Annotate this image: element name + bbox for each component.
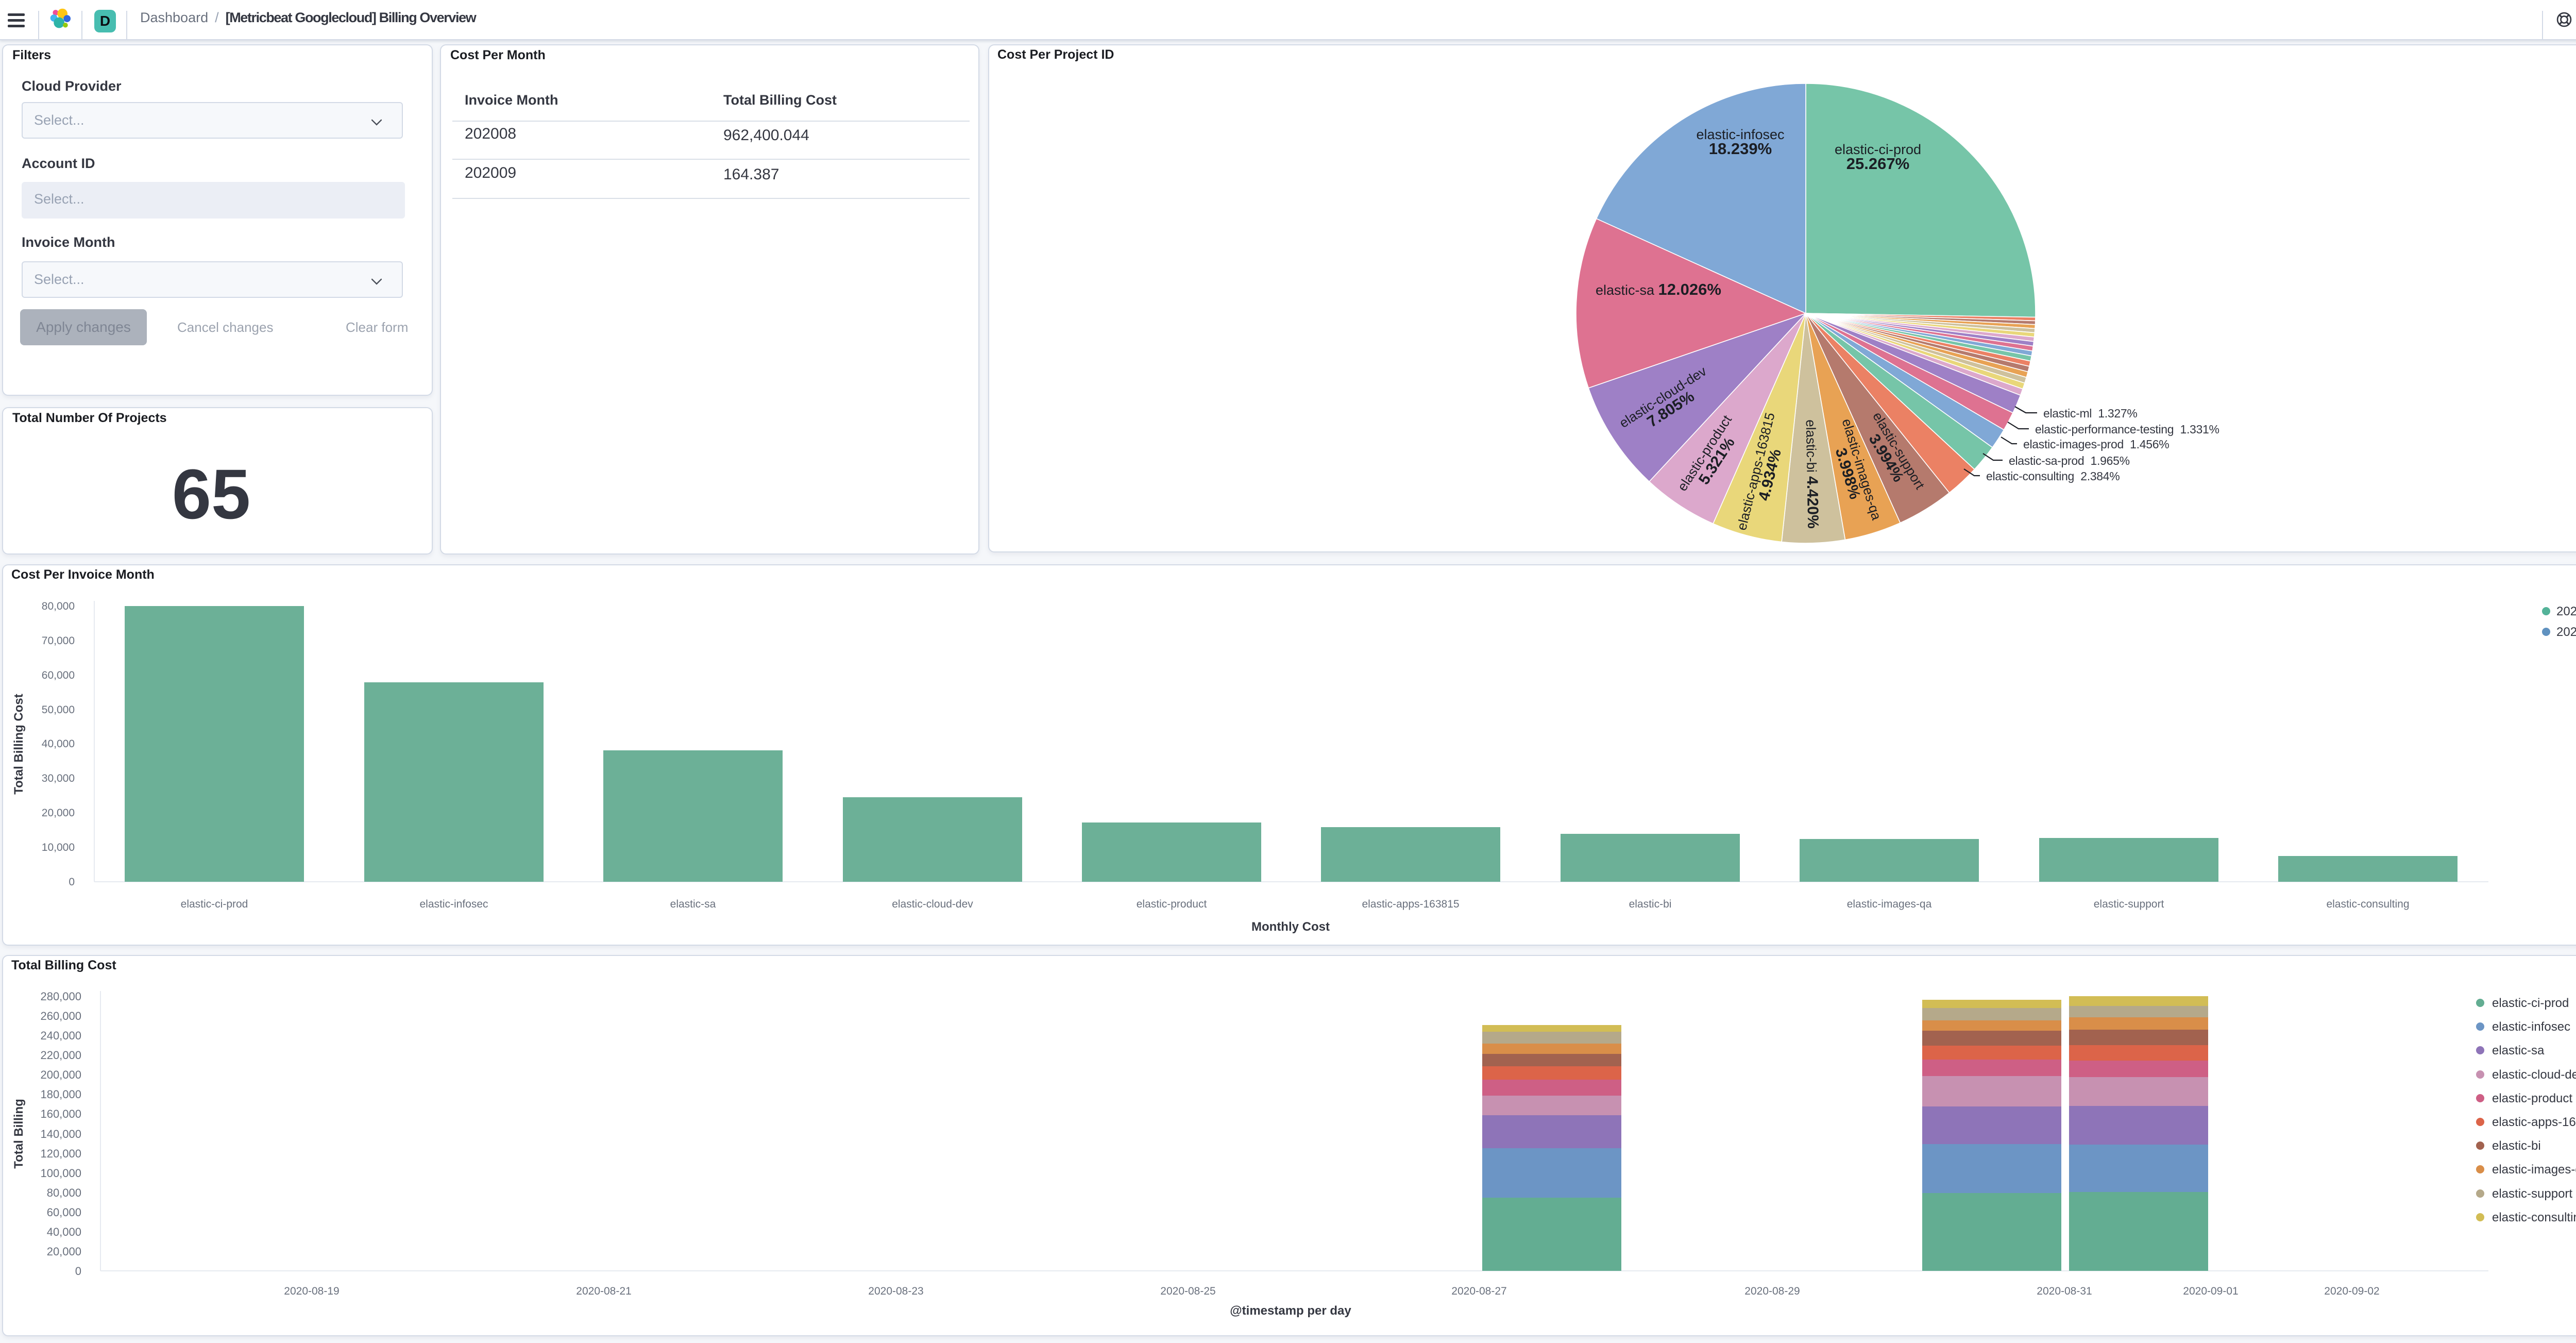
svg-text:elastic-infosec: elastic-infosec — [419, 898, 488, 910]
svg-text:20,000: 20,000 — [42, 807, 75, 819]
svg-text:elastic-product: elastic-product — [1137, 898, 1207, 910]
svg-text:160,000: 160,000 — [40, 1107, 81, 1120]
svg-text:elastic-bi: elastic-bi — [2492, 1139, 2541, 1153]
svg-text:260,000: 260,000 — [40, 1010, 81, 1022]
svg-text:18.239%: 18.239% — [1709, 140, 1772, 158]
svg-text:elastic-consulting 2.384%: elastic-consulting 2.384% — [1986, 469, 2120, 483]
svg-text:elastic-sa 12.026%: elastic-sa 12.026% — [1596, 280, 1721, 298]
svg-text:0: 0 — [75, 1265, 81, 1278]
svg-text:elastic-bi: elastic-bi — [1629, 898, 1672, 910]
svg-text:0: 0 — [69, 876, 75, 888]
svg-text:2020-08-29: 2020-08-29 — [1744, 1285, 1800, 1297]
svg-text:60,000: 60,000 — [42, 669, 75, 681]
svg-text:elastic-bi 4.420%: elastic-bi 4.420% — [1803, 419, 1822, 529]
svg-text:25.267%: 25.267% — [1846, 155, 1909, 173]
svg-text:80,000: 80,000 — [42, 600, 75, 612]
svg-text:40,000: 40,000 — [42, 738, 75, 750]
svg-text:elastic-infosec: elastic-infosec — [2492, 1020, 2570, 1034]
svg-text:elastic-images-prod 1.456%: elastic-images-prod 1.456% — [2023, 438, 2169, 451]
svg-text:elastic-product: elastic-product — [2492, 1092, 2572, 1105]
svg-text:elastic-ci-prod: elastic-ci-prod — [181, 898, 248, 910]
svg-text:2020-09-01: 2020-09-01 — [2183, 1285, 2238, 1297]
svg-text:elastic-cloud-dev: elastic-cloud-dev — [892, 898, 973, 910]
svg-text:elastic-ci-prod: elastic-ci-prod — [1835, 142, 1921, 157]
svg-text:Monthly Cost: Monthly Cost — [1251, 920, 1330, 934]
svg-text:60,000: 60,000 — [47, 1206, 81, 1219]
svg-text:2020-08-19: 2020-08-19 — [284, 1285, 339, 1297]
svg-text:elastic-images-qa: elastic-images-qa — [1847, 898, 1932, 910]
svg-text:100,000: 100,000 — [40, 1167, 81, 1180]
svg-text:elastic-cloud-dev: elastic-cloud-dev — [2492, 1068, 2576, 1082]
svg-text:202009: 202009 — [2556, 625, 2576, 639]
svg-text:2020-08-23: 2020-08-23 — [868, 1285, 923, 1297]
svg-text:elastic-consulting: elastic-consulting — [2492, 1211, 2576, 1224]
svg-text:2020-09-02: 2020-09-02 — [2324, 1285, 2379, 1297]
svg-text:280,000: 280,000 — [40, 990, 81, 1003]
svg-text:2020-08-25: 2020-08-25 — [1160, 1285, 1215, 1297]
svg-text:220,000: 220,000 — [40, 1049, 81, 1062]
svg-text:elastic-sa-prod 1.965%: elastic-sa-prod 1.965% — [2009, 454, 2130, 467]
svg-text:elastic-support: elastic-support — [2492, 1187, 2572, 1201]
svg-text:elastic-infosec: elastic-infosec — [1696, 127, 1784, 142]
svg-text:elastic-sa: elastic-sa — [670, 898, 716, 910]
svg-text:70,000: 70,000 — [42, 635, 75, 647]
svg-text:140,000: 140,000 — [40, 1128, 81, 1140]
svg-text:@timestamp per day: @timestamp per day — [1230, 1304, 1351, 1318]
svg-text:30,000: 30,000 — [42, 773, 75, 784]
svg-text:elastic-support: elastic-support — [2094, 898, 2164, 910]
svg-text:2020-08-21: 2020-08-21 — [576, 1285, 631, 1297]
svg-text:elastic-consulting: elastic-consulting — [2326, 898, 2409, 910]
svg-text:elastic-images-qa: elastic-images-qa — [2492, 1163, 2576, 1177]
svg-text:80,000: 80,000 — [47, 1186, 81, 1199]
svg-text:10,000: 10,000 — [42, 842, 75, 853]
svg-text:2020-08-31: 2020-08-31 — [2037, 1285, 2092, 1297]
svg-text:50,000: 50,000 — [42, 704, 75, 716]
svg-text:200,000: 200,000 — [40, 1068, 81, 1081]
svg-text:Total Billing: Total Billing — [12, 1099, 26, 1169]
svg-text:202008: 202008 — [2556, 605, 2576, 618]
svg-text:120,000: 120,000 — [40, 1147, 81, 1160]
svg-text:elastic-apps-163815: elastic-apps-163815 — [2492, 1115, 2576, 1129]
svg-text:elastic-ml 1.327%: elastic-ml 1.327% — [2043, 407, 2138, 420]
svg-text:2020-08-27: 2020-08-27 — [1451, 1285, 1506, 1297]
svg-text:elastic-performance-testing 1: elastic-performance-testing 1.331% — [2035, 423, 2219, 436]
svg-text:40,000: 40,000 — [47, 1226, 81, 1238]
svg-text:240,000: 240,000 — [40, 1029, 81, 1042]
svg-text:180,000: 180,000 — [40, 1088, 81, 1101]
svg-text:elastic-apps-163815: elastic-apps-163815 — [1362, 898, 1459, 910]
svg-text:Total Billing Cost: Total Billing Cost — [12, 694, 26, 795]
svg-text:elastic-sa: elastic-sa — [2492, 1044, 2545, 1057]
svg-text:20,000: 20,000 — [47, 1245, 81, 1258]
svg-text:elastic-ci-prod: elastic-ci-prod — [2492, 996, 2569, 1010]
